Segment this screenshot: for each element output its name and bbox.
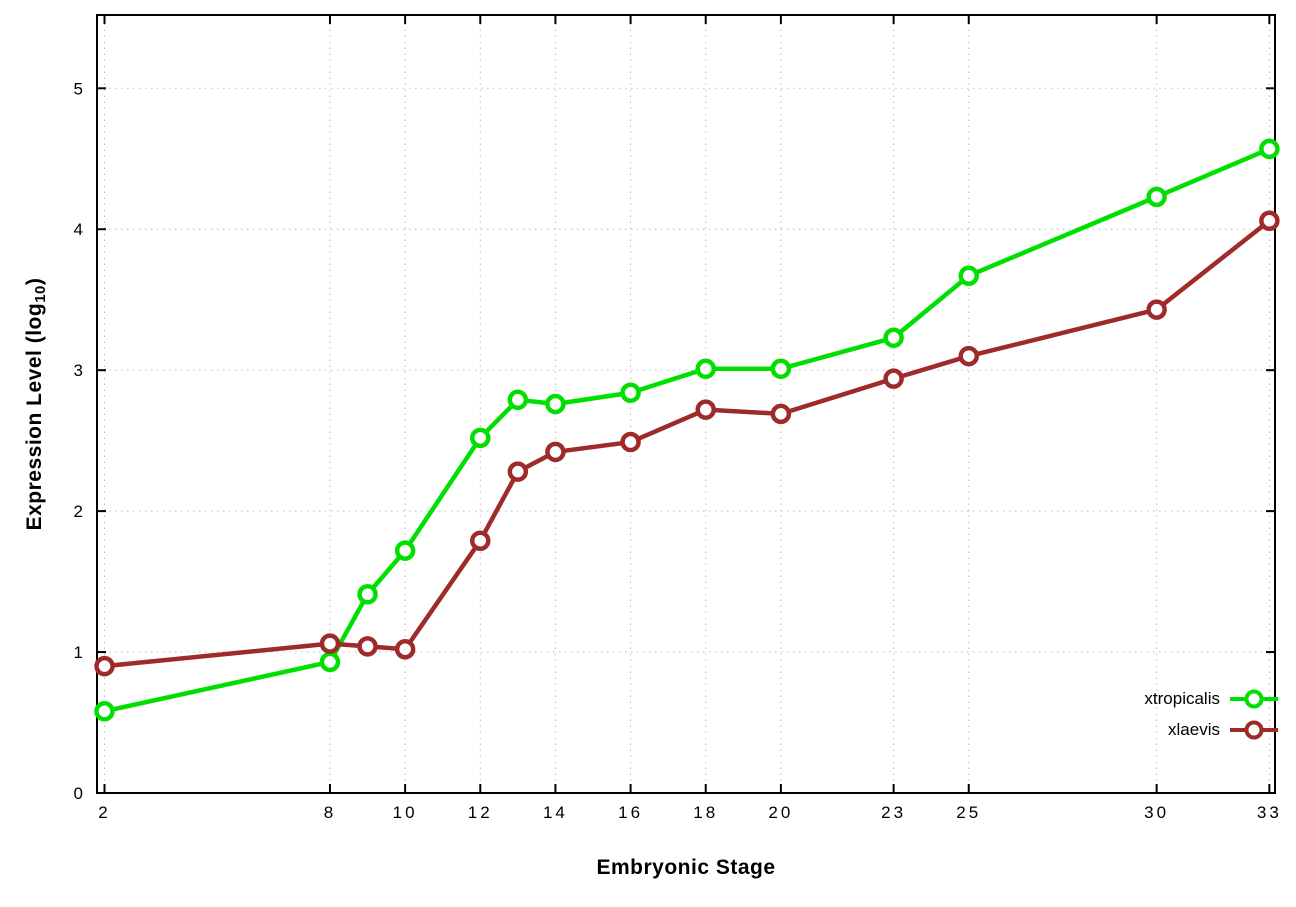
x-tick-label: 23 bbox=[881, 803, 906, 822]
x-tick-label: 33 bbox=[1257, 803, 1282, 822]
x-tick-label: 10 bbox=[393, 803, 418, 822]
y-tick-label: 4 bbox=[74, 220, 83, 239]
series-line-xlaevis bbox=[102, 218, 1272, 669]
x-tick-label: 18 bbox=[693, 803, 718, 822]
data-point-xtropicalis bbox=[620, 382, 641, 403]
data-point-xtropicalis bbox=[770, 358, 792, 380]
series-line-xtropicalis bbox=[102, 146, 1272, 714]
legend: xtropicalis xlaevis bbox=[1144, 688, 1278, 741]
legend-circle-icon bbox=[1244, 689, 1264, 709]
legend-label-xlaevis: xlaevis bbox=[1168, 720, 1220, 739]
x-tick-label: 25 bbox=[956, 803, 981, 822]
data-point-xtropicalis bbox=[1259, 138, 1280, 160]
y-axis-label: Expression Level (log10) bbox=[23, 278, 49, 531]
legend-circle-icon bbox=[1244, 720, 1264, 740]
x-tick-label: 16 bbox=[618, 803, 643, 822]
legend-entry-xlaevis: xlaevis bbox=[1168, 719, 1278, 741]
y-axis-label-close: ) bbox=[23, 277, 46, 286]
data-point-xlaevis bbox=[1259, 210, 1280, 232]
data-point-xlaevis bbox=[1146, 299, 1167, 320]
data-point-xlaevis bbox=[94, 655, 115, 677]
legend-label-xtropicalis: xtropicalis bbox=[1144, 689, 1220, 708]
data-point-xtropicalis bbox=[958, 265, 980, 286]
y-tick-label: 0 bbox=[74, 784, 83, 803]
y-tick-label: 1 bbox=[74, 643, 83, 662]
data-point-xtropicalis bbox=[695, 358, 716, 380]
x-tick-label: 2 bbox=[98, 803, 110, 822]
data-point-xlaevis bbox=[620, 431, 641, 453]
data-point-xlaevis bbox=[319, 633, 341, 654]
legend-entry-xtropicalis: xtropicalis bbox=[1144, 688, 1278, 710]
plot-border bbox=[96, 14, 1276, 794]
x-tick-label: 20 bbox=[768, 803, 793, 822]
x-tick-label: 12 bbox=[468, 803, 493, 822]
x-tick-label: 8 bbox=[324, 803, 336, 822]
data-point-xtropicalis bbox=[470, 427, 491, 449]
legend-marker-xlaevis bbox=[1230, 719, 1278, 741]
y-tick-label: 3 bbox=[74, 361, 83, 380]
data-point-xtropicalis bbox=[357, 584, 378, 605]
data-point-xlaevis bbox=[958, 345, 980, 367]
data-point-xtropicalis bbox=[883, 327, 904, 349]
data-point-xtropicalis bbox=[507, 389, 529, 411]
data-point-xlaevis bbox=[507, 461, 529, 482]
data-point-xlaevis bbox=[883, 368, 904, 389]
x-axis-label: Embryonic Stage bbox=[596, 856, 776, 879]
data-point-xlaevis bbox=[695, 399, 716, 420]
data-point-xlaevis bbox=[357, 636, 378, 657]
y-tick-label: 2 bbox=[74, 502, 83, 521]
data-point-xtropicalis bbox=[319, 651, 341, 673]
data-point-xlaevis bbox=[545, 441, 566, 463]
data-point-xtropicalis bbox=[94, 701, 115, 722]
y-tick-label: 5 bbox=[74, 79, 83, 98]
data-point-xtropicalis bbox=[394, 540, 416, 561]
legend-marker-xtropicalis bbox=[1230, 688, 1278, 710]
data-point-xlaevis bbox=[394, 638, 416, 660]
y-axis-label-subscript: 10 bbox=[32, 285, 49, 303]
data-point-xtropicalis bbox=[545, 393, 566, 415]
x-tick-label: 30 bbox=[1144, 803, 1169, 822]
y-axis-label-text: Expression Level (log bbox=[23, 302, 46, 531]
data-point-xlaevis bbox=[770, 403, 792, 425]
data-point-xtropicalis bbox=[1146, 186, 1167, 208]
data-point-xlaevis bbox=[470, 530, 491, 551]
x-tick-label: 14 bbox=[543, 803, 568, 822]
